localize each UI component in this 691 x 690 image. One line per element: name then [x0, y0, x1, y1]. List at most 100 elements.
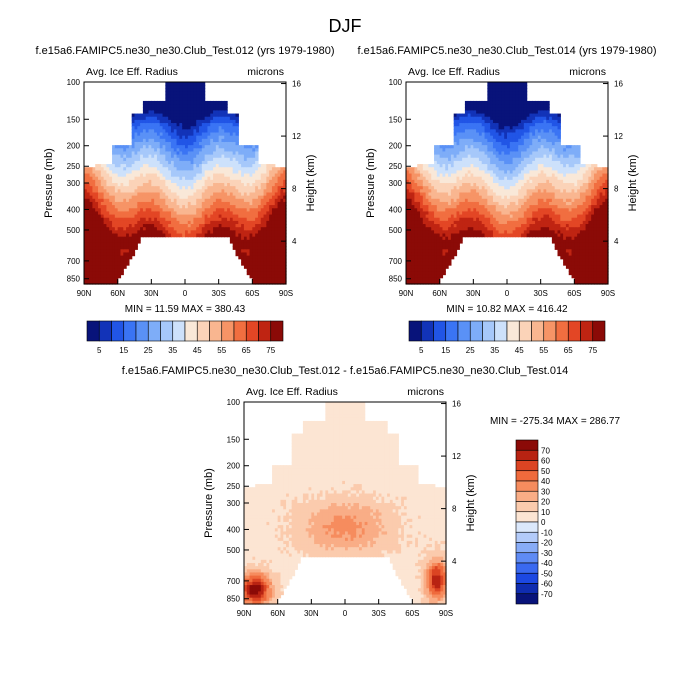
heat-cell	[406, 173, 410, 178]
heat-cell	[470, 135, 474, 140]
heat-cell	[210, 195, 214, 200]
heat-cell	[140, 145, 144, 149]
heat-cell	[252, 205, 256, 209]
heat-cell	[103, 233, 108, 238]
heat-cell	[142, 233, 147, 238]
heat-cell	[490, 104, 494, 108]
heat-cell	[521, 91, 525, 96]
heat-cell	[100, 198, 105, 203]
heat-cell	[176, 160, 180, 165]
heat-cell	[442, 192, 446, 197]
heat-cell	[109, 189, 113, 194]
heat-cell	[453, 233, 458, 238]
heat-cell	[498, 132, 502, 137]
heat-cell	[123, 160, 127, 165]
heat-cell	[201, 129, 206, 134]
heat-cell	[123, 205, 127, 209]
heat-cell	[207, 214, 211, 219]
heat-cell	[492, 119, 497, 124]
heat-cell	[523, 208, 528, 213]
heat-cell	[414, 249, 418, 254]
heat-cell	[439, 198, 444, 203]
heat-cell	[255, 173, 259, 178]
heat-cell	[232, 179, 237, 184]
heat-cell	[445, 189, 449, 194]
heat-cell	[140, 116, 144, 121]
heat-cell	[106, 195, 110, 200]
heat-cell	[148, 167, 152, 171]
heat-cell	[459, 164, 463, 168]
heat-cell	[95, 170, 99, 175]
heat-cell	[199, 82, 203, 86]
heat-cell	[210, 217, 214, 222]
heat-cell	[170, 119, 175, 124]
heat-cell	[128, 246, 133, 250]
heat-cell	[425, 173, 430, 178]
heat-cell	[148, 227, 152, 231]
heat-cell	[411, 236, 416, 241]
heat-cell	[526, 220, 531, 225]
heat-cell	[411, 198, 416, 203]
heat-cell	[185, 85, 189, 89]
heat-cell	[487, 132, 491, 137]
heat-cell	[204, 157, 209, 162]
heat-cell	[263, 173, 267, 178]
heat-cell	[445, 249, 449, 254]
heat-cell	[140, 211, 144, 216]
heat-cell	[193, 233, 197, 238]
heat-cell	[521, 189, 525, 194]
heat-cell	[509, 198, 514, 203]
heat-cell	[86, 217, 91, 222]
heat-cell	[109, 192, 113, 197]
heat-cell	[274, 280, 279, 285]
heat-cell	[478, 145, 483, 149]
heat-cell	[428, 183, 432, 187]
heat-cell	[481, 141, 486, 146]
heat-cell	[509, 167, 514, 171]
heat-cell	[196, 208, 200, 213]
heat-cell	[126, 157, 130, 162]
heat-cell	[232, 192, 237, 197]
heat-cell	[103, 208, 108, 213]
heat-cell	[456, 195, 460, 200]
heat-cell	[176, 227, 180, 231]
heat-cell	[425, 189, 430, 194]
heat-cell	[199, 179, 203, 184]
heat-cell	[411, 173, 416, 178]
heat-cell	[464, 211, 469, 216]
heat-cell	[529, 104, 533, 108]
heat-cell	[84, 170, 88, 175]
heat-cell	[199, 132, 203, 137]
heat-cell	[417, 255, 421, 260]
heat-cell	[199, 141, 203, 146]
heat-cell	[283, 183, 287, 187]
heat-cell	[196, 179, 200, 184]
heat-cell	[140, 135, 144, 140]
heat-cell	[137, 132, 141, 137]
heat-cell	[221, 167, 225, 171]
heat-cell	[210, 110, 214, 115]
heat-cell	[182, 233, 186, 238]
heat-cell	[159, 217, 164, 222]
heat-cell	[207, 208, 211, 213]
heat-cell	[523, 220, 528, 225]
heat-cell	[518, 104, 522, 108]
heat-cell	[148, 119, 152, 124]
heat-cell	[490, 179, 494, 184]
heat-cell	[280, 277, 284, 282]
heat-cell	[221, 100, 225, 105]
heat-cell	[190, 135, 195, 140]
heat-cell	[490, 167, 494, 171]
heat-cell	[490, 100, 494, 105]
heat-cell	[204, 113, 209, 118]
heat-cell	[159, 141, 164, 146]
heat-cell	[207, 116, 211, 121]
heat-cell	[509, 100, 514, 105]
heat-cell	[473, 167, 477, 171]
heat-cell	[470, 107, 474, 112]
heat-cell	[246, 157, 251, 162]
heat-cell	[154, 227, 158, 231]
heat-cell	[179, 189, 183, 194]
heat-cell	[134, 148, 138, 153]
heat-cell	[487, 192, 491, 197]
